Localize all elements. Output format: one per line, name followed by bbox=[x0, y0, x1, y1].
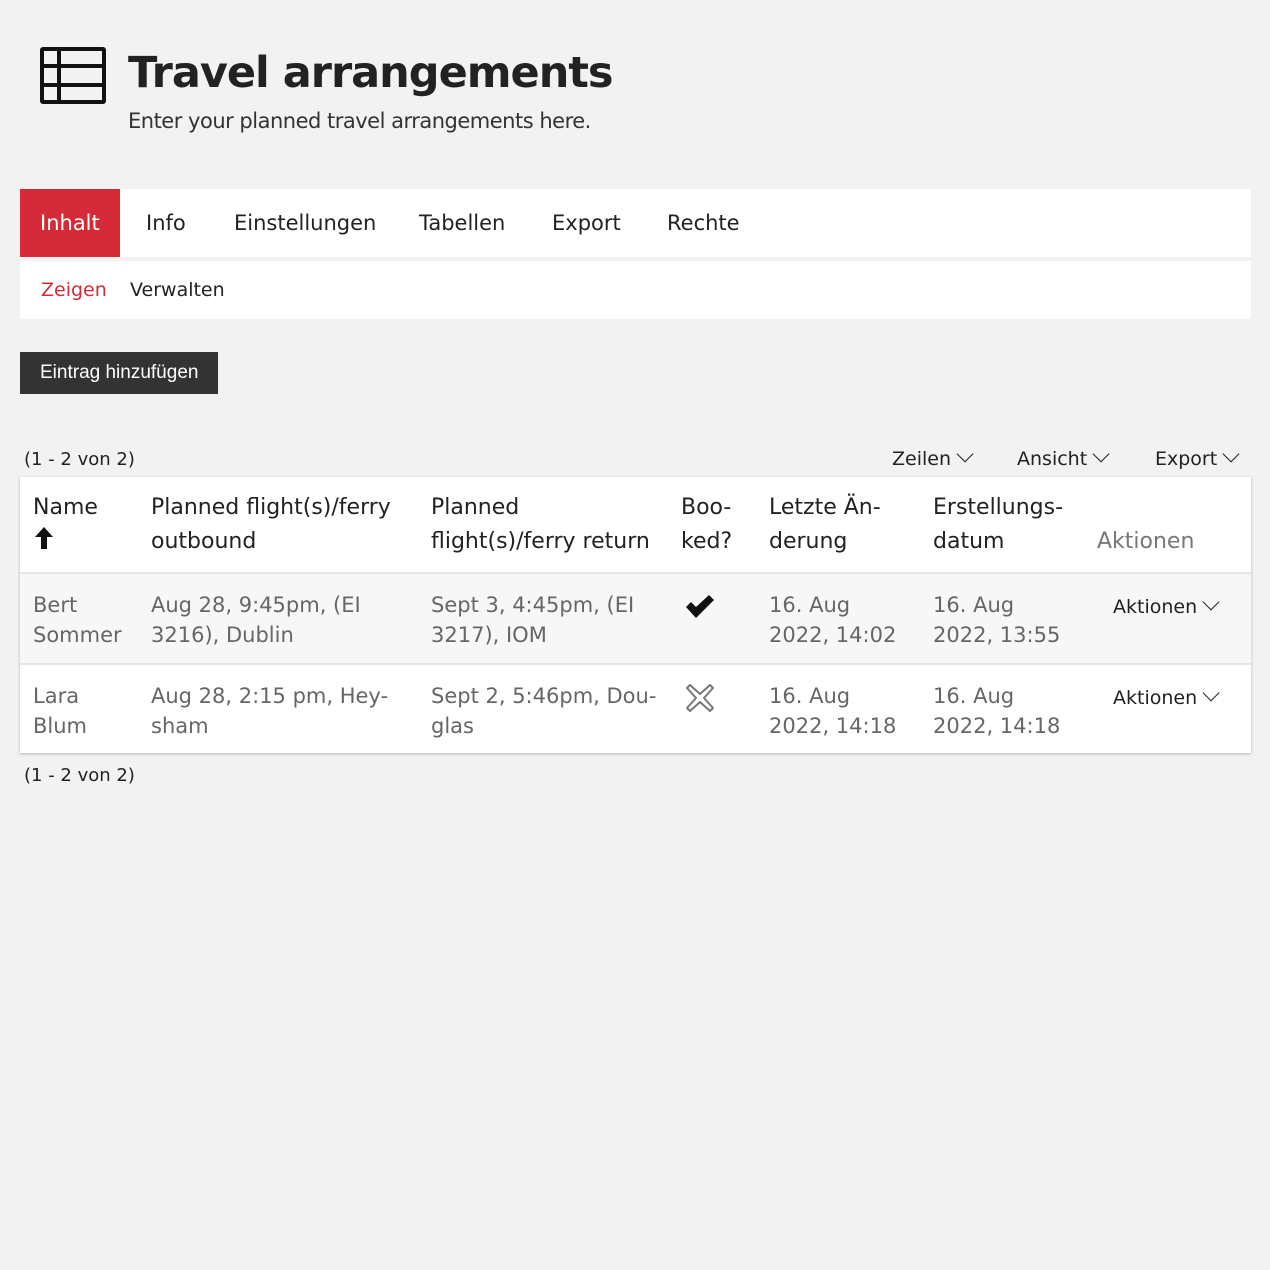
tab-inhalt[interactable]: Inhalt bbox=[20, 189, 120, 257]
sub-tabs: Zeigen Verwalten bbox=[20, 261, 1251, 319]
actions-label: Aktionen bbox=[1113, 687, 1198, 709]
cell-name: Bert Sommer bbox=[33, 593, 122, 647]
tab-einstellungen[interactable]: Einstellungen bbox=[234, 211, 377, 235]
column-label: Planned flight(s)/ferry bbox=[151, 495, 391, 520]
column-label: outbound bbox=[151, 529, 257, 554]
table-header: Name Planned flight(s)/ferry outbound Pla… bbox=[20, 477, 1251, 575]
tab-tabellen[interactable]: Tabellen bbox=[419, 211, 506, 235]
column-header-actions: Aktionen bbox=[1097, 491, 1194, 559]
pagination-info-top: (1 - 2 von 2) bbox=[24, 449, 135, 470]
export-dropdown[interactable]: Export bbox=[1155, 445, 1240, 470]
export-label: Export bbox=[1155, 448, 1218, 470]
row-actions-dropdown[interactable]: Aktionen bbox=[1113, 684, 1220, 709]
cell-created: 16. Aug 2022, 14:18 bbox=[933, 684, 1061, 738]
column-label: Letzte Än- bbox=[769, 495, 881, 520]
table-row[interactable]: Lara Blum Aug 28, 2:15 pm, Hey-sham Sept … bbox=[20, 665, 1251, 753]
table-row[interactable]: Bert Sommer Aug 28, 9:45pm, (EI 3216), Dub… bbox=[20, 574, 1251, 665]
row-actions-dropdown[interactable]: Aktionen bbox=[1113, 593, 1220, 618]
chevron-down-icon bbox=[1202, 593, 1220, 611]
column-label: Name bbox=[33, 495, 98, 520]
subtab-zeigen[interactable]: Zeigen bbox=[41, 279, 107, 301]
column-label: datum bbox=[933, 529, 1005, 554]
view-label: Ansicht bbox=[1017, 448, 1088, 470]
cell-outbound: Aug 28, 2:15 pm, Hey-sham bbox=[151, 684, 389, 738]
column-label: Aktionen bbox=[1097, 529, 1195, 554]
chevron-down-icon bbox=[956, 445, 974, 463]
chevron-down-icon bbox=[1202, 684, 1220, 702]
entries-table: Name Planned flight(s)/ferry outbound Pla… bbox=[20, 477, 1251, 753]
table-icon bbox=[40, 47, 106, 104]
page-title: Travel arrangements bbox=[128, 48, 613, 98]
column-label: flight(s)/ferry return bbox=[431, 529, 650, 554]
pagination-info-bottom: (1 - 2 von 2) bbox=[24, 765, 135, 786]
add-entry-button[interactable]: Eintrag hinzufügen bbox=[20, 352, 219, 394]
cell-created: 16. Aug 2022, 13:55 bbox=[933, 593, 1061, 647]
tab-info[interactable]: Info bbox=[146, 211, 186, 235]
cell-name: Lara Blum bbox=[33, 684, 88, 738]
sort-ascending-icon bbox=[33, 525, 98, 562]
column-label: Planned bbox=[431, 495, 520, 520]
column-header-outbound[interactable]: Planned flight(s)/ferry outbound bbox=[151, 491, 391, 559]
column-header-return[interactable]: Planned flight(s)/ferry return bbox=[431, 491, 650, 559]
cell-return: Sept 2, 5:46pm, Dou-glas bbox=[431, 684, 657, 738]
column-header-modified[interactable]: Letzte Än-derung bbox=[769, 491, 881, 559]
column-header-name[interactable]: Name bbox=[33, 491, 98, 562]
cross-icon bbox=[685, 683, 715, 721]
subtab-verwalten[interactable]: Verwalten bbox=[130, 279, 225, 301]
cell-modified: 16. Aug 2022, 14:02 bbox=[769, 593, 897, 647]
tab-export[interactable]: Export bbox=[552, 211, 621, 235]
column-header-booked[interactable]: Boo-ked? bbox=[681, 491, 732, 559]
view-dropdown[interactable]: Ansicht bbox=[1017, 445, 1110, 470]
cell-return: Sept 3, 4:45pm, (EI 3217), IOM bbox=[431, 593, 635, 647]
column-header-created[interactable]: Erstellungs-datum bbox=[933, 491, 1063, 559]
column-label: Erstellungs- bbox=[933, 495, 1064, 520]
rows-label: Zeilen bbox=[892, 448, 951, 470]
actions-label: Aktionen bbox=[1113, 596, 1198, 618]
cell-outbound: Aug 28, 9:45pm, (EI 3216), Dublin bbox=[151, 593, 361, 647]
chevron-down-icon bbox=[1092, 445, 1110, 463]
column-label: Boo- bbox=[681, 495, 732, 520]
page-subtitle: Enter your planned travel arrangements h… bbox=[128, 109, 591, 133]
column-label: derung bbox=[769, 529, 848, 554]
rows-dropdown[interactable]: Zeilen bbox=[892, 445, 974, 470]
main-tabs: Inhalt Info Einstellungen Tabellen Expor… bbox=[20, 189, 1251, 257]
chevron-down-icon bbox=[1222, 445, 1240, 463]
tab-rechte[interactable]: Rechte bbox=[667, 211, 740, 235]
checkmark-icon bbox=[684, 594, 716, 628]
cell-modified: 16. Aug 2022, 14:18 bbox=[769, 684, 897, 738]
column-label: ked? bbox=[681, 529, 733, 554]
